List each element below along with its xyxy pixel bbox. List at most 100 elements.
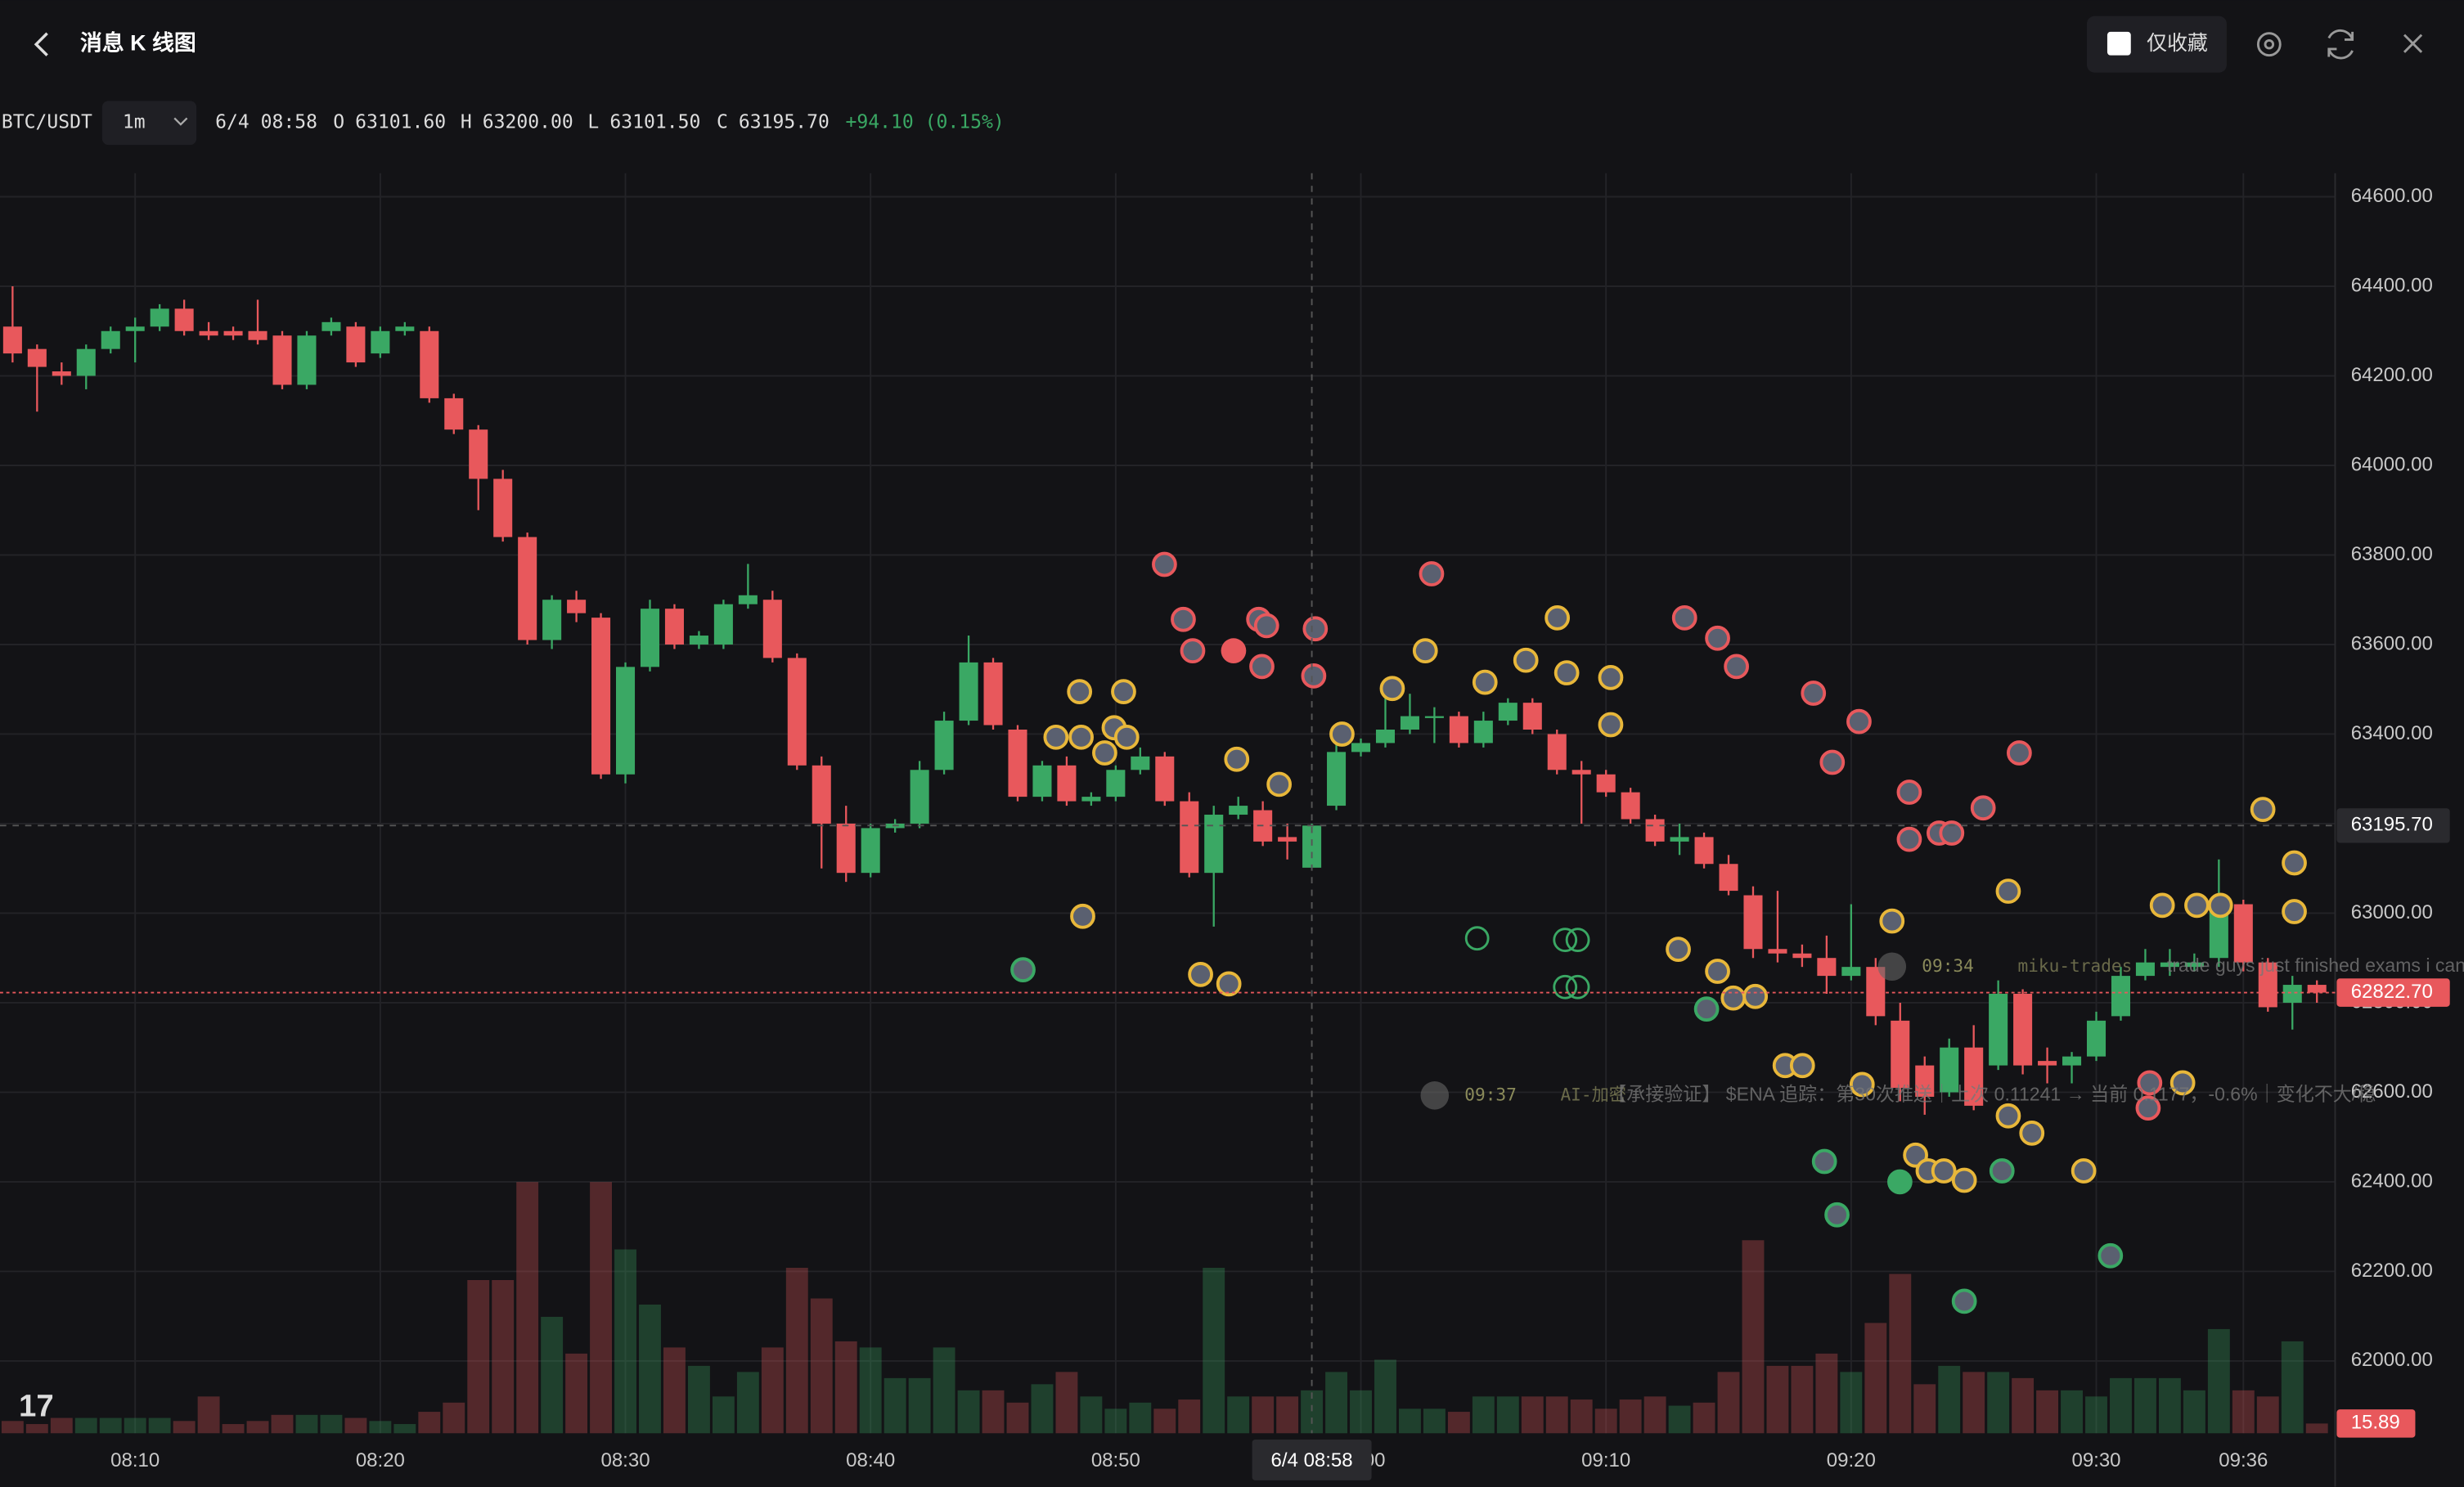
message-avatar[interactable] <box>1412 638 1438 664</box>
message-avatar[interactable] <box>1152 551 1177 577</box>
message-avatar[interactable] <box>1188 962 1213 987</box>
message-avatar[interactable] <box>1819 749 1846 775</box>
message-avatar[interactable] <box>1379 676 1405 702</box>
message-avatar[interactable] <box>1666 937 1691 963</box>
message-avatar[interactable] <box>1171 606 1196 632</box>
favorites-toggle[interactable] <box>2086 16 2227 73</box>
candle-body <box>2233 904 2253 963</box>
y-tick-label: 63800.00 <box>2351 543 2433 565</box>
message-avatar[interactable] <box>1693 996 1720 1022</box>
message-avatar[interactable] <box>1811 1148 1837 1175</box>
message-avatar[interactable] <box>1598 664 1624 690</box>
message-avatar[interactable] <box>1067 679 1093 704</box>
message-avatar[interactable] <box>1111 679 1136 704</box>
message-avatar[interactable] <box>1896 779 1922 805</box>
message-avatar[interactable] <box>2137 1070 2163 1096</box>
candle-body <box>1375 729 1396 744</box>
close-button[interactable] <box>2403 34 2423 53</box>
message-avatar[interactable] <box>2207 892 2233 919</box>
message-avatar[interactable] <box>1070 903 1095 929</box>
message-avatar[interactable] <box>2184 892 2210 919</box>
back-button[interactable] <box>34 32 48 56</box>
volume-bar <box>1938 1365 1961 1434</box>
message-avatar[interactable] <box>1224 746 1250 772</box>
x-tick-label: 08:30 <box>600 1449 650 1471</box>
message-avatar[interactable] <box>1846 708 1872 735</box>
message-avatar[interactable] <box>1970 795 1996 821</box>
message-avatar[interactable] <box>1671 604 1697 631</box>
message-avatar[interactable] <box>2250 797 2276 823</box>
message-avatar[interactable] <box>1995 878 2021 904</box>
message-avatar[interactable] <box>1705 959 1730 984</box>
message-avatar[interactable] <box>1801 681 1827 706</box>
refresh-button[interactable] <box>2327 29 2354 60</box>
message-avatar[interactable] <box>2071 1158 2097 1184</box>
message-avatar[interactable] <box>1849 1071 1875 1098</box>
message-avatar[interactable] <box>1951 1167 1977 1193</box>
candle-body <box>493 478 513 537</box>
volume-bar <box>148 1417 171 1434</box>
message-avatar[interactable] <box>1301 663 1327 689</box>
message-avatar[interactable] <box>1995 1103 2021 1129</box>
message-avatar[interactable] <box>1789 1053 1815 1079</box>
message-avatar[interactable] <box>1939 820 1965 846</box>
message-avatar[interactable] <box>2098 1242 2124 1269</box>
message-avatar[interactable] <box>1951 1288 1977 1314</box>
message-avatar[interactable] <box>1513 647 1539 673</box>
message-avatar[interactable] <box>1742 983 1769 1009</box>
message-avatar[interactable] <box>1419 561 1445 586</box>
message-avatar[interactable] <box>1896 826 1922 852</box>
message-avatar[interactable] <box>2149 892 2175 919</box>
message-avatar[interactable] <box>2282 850 2307 876</box>
message-avatar[interactable] <box>1329 721 1355 747</box>
message-avatar[interactable] <box>1472 669 1498 695</box>
interval-select[interactable] <box>101 101 197 146</box>
message-avatar[interactable] <box>1931 1158 1957 1184</box>
message-avatar[interactable] <box>1598 712 1624 738</box>
message-avatar[interactable] <box>1824 1202 1850 1228</box>
message-avatar[interactable] <box>1113 724 1140 750</box>
candle-body <box>787 658 807 766</box>
message-avatar[interactable] <box>1043 724 1069 750</box>
volume-bar <box>393 1424 416 1434</box>
message-avatar[interactable] <box>2282 899 2307 924</box>
legend-close: 63195.70 <box>739 112 830 133</box>
candle-body <box>1891 1020 1910 1088</box>
volume-bar <box>246 1421 269 1434</box>
message-avatar[interactable] <box>1180 638 1206 664</box>
message-avatar[interactable] <box>2007 740 2032 766</box>
candle-body <box>1817 958 1837 977</box>
message-avatar[interactable] <box>1010 957 1036 982</box>
candle-body <box>2013 994 2033 1066</box>
candle-body <box>640 609 660 667</box>
message-avatar[interactable] <box>2169 1070 2196 1096</box>
message-avatar[interactable] <box>2135 1095 2161 1121</box>
message-avatar[interactable] <box>1302 616 1329 642</box>
message-avatar[interactable] <box>1553 660 1580 685</box>
x-tick-label: 09:30 <box>2071 1449 2120 1471</box>
candle-body <box>1351 743 1371 752</box>
message-avatar[interactable] <box>1544 604 1570 631</box>
y-tick-label: 64600.00 <box>2351 185 2433 207</box>
message-avatar[interactable] <box>1989 1158 2015 1184</box>
legend-low: 63101.50 <box>609 112 700 133</box>
message-avatar[interactable] <box>1216 971 1242 997</box>
message-avatar[interactable] <box>1253 613 1279 639</box>
candle-body <box>1571 770 1591 775</box>
message-avatar[interactable] <box>1705 625 1730 651</box>
message-avatar[interactable] <box>1092 740 1117 766</box>
message-avatar[interactable] <box>1879 908 1905 934</box>
message-avatar[interactable] <box>1249 654 1275 680</box>
message-avatar[interactable] <box>1724 654 1749 680</box>
checkbox[interactable] <box>2107 31 2131 56</box>
message-avatar[interactable] <box>1068 724 1094 750</box>
message-avatar[interactable] <box>1720 985 1747 1011</box>
volume-bar <box>1399 1408 1421 1434</box>
message-avatar[interactable] <box>2019 1121 2045 1146</box>
volume-tag <box>2336 1409 2416 1438</box>
volume-bar <box>663 1347 686 1434</box>
message-avatar[interactable] <box>1266 771 1292 797</box>
settings-button[interactable] <box>2256 32 2282 57</box>
x-tick-label: 09:10 <box>1581 1449 1630 1471</box>
